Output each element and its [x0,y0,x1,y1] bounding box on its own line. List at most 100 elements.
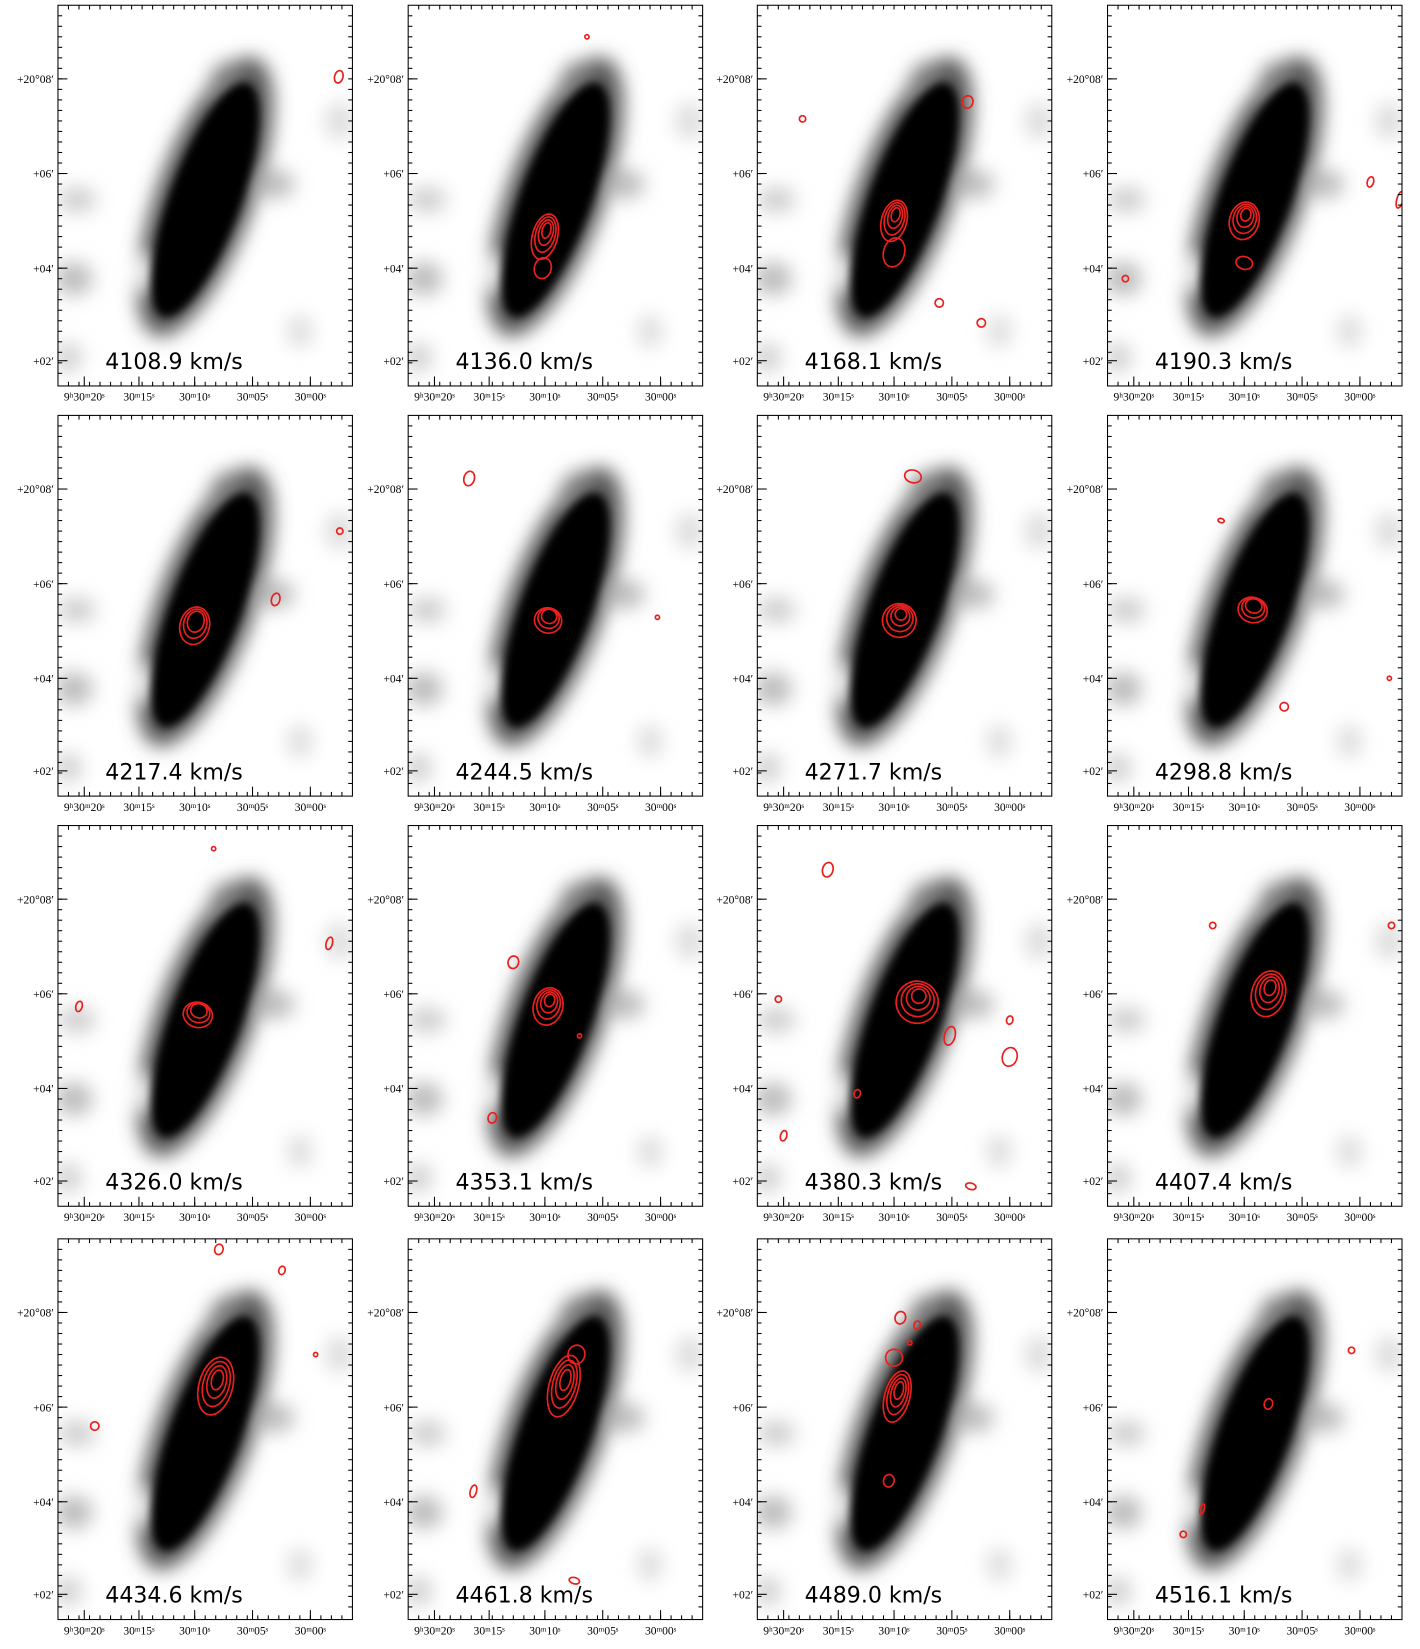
x-tick-label: 30ᵐ15ˢ [823,801,855,814]
y-tick-label: +20°08′ [716,73,753,86]
x-tick-label: 30ᵐ10ˢ [878,801,910,814]
x-tick-label: 9ʰ30ᵐ20ˢ [64,1624,105,1637]
image [408,5,705,386]
x-tick-label: 30ᵐ10ˢ [878,1211,910,1224]
y-tick-label: +06′ [1083,168,1104,181]
contour [882,1473,895,1488]
y-tick-label: +04′ [383,673,404,686]
contour [537,219,555,247]
panel: +20°08′ +06′ +04′ +02′ 9ʰ30ᵐ20ˢ 30ᵐ15ˢ 30ᵐ10ˢ 3… [1067,414,1403,814]
x-tick-label: 30ᵐ05ˢ [587,1624,619,1637]
y-tick-label: +06′ [383,1401,404,1414]
y-tick-label: +06′ [33,578,54,591]
y-tick-label: +04′ [733,262,754,275]
velocity-label: 4326.0 km/s [105,1170,243,1195]
contour [881,602,917,639]
velocity-label: 4108.9 km/s [105,350,243,375]
contour [186,610,206,633]
contour [1258,976,1281,1004]
contour [1250,970,1287,1018]
y-tick-label: +06′ [383,578,404,591]
y-tick-label: +20°08′ [17,73,54,86]
x-tick-label: 30ᵐ15ˢ [123,391,155,404]
x-tick-label: 30ᵐ10ˢ [179,391,211,404]
x-tick-label: 30ᵐ15ˢ [823,391,855,404]
x-tick-label: 30ᵐ15ˢ [1173,391,1205,404]
contour [900,982,935,1018]
y-tick-label: +04′ [1083,262,1104,275]
x-tick-label: 9ʰ30ᵐ20ˢ [64,391,105,404]
y-tick-label: +06′ [733,988,754,1001]
contour [1239,207,1252,222]
x-tick-label: 30ᵐ00ˢ [295,1624,327,1637]
y-tick-label: +20°08′ [1067,483,1104,496]
y-tick-label: +04′ [1083,1083,1104,1096]
y-tick-label: +06′ [33,1401,54,1414]
contour [886,204,904,230]
image [52,825,353,1207]
contour [210,1369,225,1391]
contour [895,980,940,1025]
x-tick-label: 30ᵐ05ˢ [1286,1624,1318,1637]
image [751,415,1052,797]
x-tick-label: 30ᵐ05ˢ [1286,391,1318,404]
contour [774,995,783,1004]
velocity-label: 4190.3 km/s [1155,350,1293,375]
x-tick-label: 30ᵐ05ˢ [237,391,269,404]
y-tick-label: +04′ [383,1496,404,1509]
y-tick-label: +20°08′ [1067,1307,1104,1320]
x-tick-label: 30ᵐ05ˢ [587,801,619,814]
contour [210,845,217,852]
x-tick-label: 30ᵐ00ˢ [994,391,1026,404]
contour [903,469,923,484]
x-tick-label: 30ᵐ10ˢ [1229,801,1261,814]
y-tick-label: +20°08′ [17,1307,54,1320]
image [52,5,353,386]
panel: +20°08′ +06′ +04′ +02′ 9ʰ30ᵐ20ˢ 30ᵐ15ˢ 30ᵐ10ˢ 3… [17,825,353,1224]
x-tick-label: 30ᵐ00ˢ [1344,801,1376,814]
image [408,1238,705,1620]
y-tick-label: +06′ [1083,988,1104,1001]
panel: +20°08′ +06′ +04′ +02′ 9ʰ30ᵐ20ˢ 30ᵐ15ˢ 30ᵐ10ˢ 3… [17,1238,353,1637]
y-tick-label: +04′ [33,262,54,275]
contour [894,607,908,621]
contour [277,1265,287,1276]
x-tick-label: 30ᵐ05ˢ [237,1624,269,1637]
x-tick-label: 30ᵐ15ˢ [1173,801,1205,814]
contour [325,936,334,951]
y-tick-label: +20°08′ [367,483,404,496]
x-tick-label: 30ᵐ10ˢ [1229,391,1261,404]
x-tick-label: 30ᵐ00ˢ [645,801,677,814]
x-tick-label: 30ᵐ00ˢ [1344,1211,1376,1224]
image [1107,5,1402,386]
contour [533,216,557,254]
image [52,1238,353,1620]
y-tick-label: +02′ [383,355,404,368]
y-tick-label: +02′ [33,765,54,778]
contour [1263,979,1277,997]
y-tick-label: +20°08′ [716,483,753,496]
y-tick-label: +04′ [733,673,754,686]
y-tick-label: +02′ [1083,765,1104,778]
x-tick-label: 30ᵐ10ˢ [529,1624,561,1637]
contour [913,1320,922,1331]
y-tick-label: +06′ [1083,1401,1104,1414]
x-tick-label: 30ᵐ15ˢ [474,801,506,814]
y-tick-label: +02′ [383,1589,404,1602]
x-tick-label: 9ʰ30ᵐ20ˢ [763,1211,804,1224]
contour [1198,1503,1206,1516]
contour [906,1340,913,1346]
x-tick-label: 30ᵐ10ˢ [179,1624,211,1637]
y-tick-label: +20°08′ [716,893,753,906]
x-tick-label: 30ᵐ00ˢ [645,391,677,404]
x-tick-label: 30ᵐ15ˢ [123,1211,155,1224]
y-tick-label: +06′ [33,988,54,1001]
x-tick-label: 30ᵐ05ˢ [1286,1211,1318,1224]
contour [312,1351,319,1358]
image [408,415,705,797]
contour [1395,190,1402,209]
x-tick-label: 9ʰ30ᵐ20ˢ [1113,1211,1154,1224]
contour [934,297,945,308]
x-tick-label: 30ᵐ15ˢ [123,1624,155,1637]
